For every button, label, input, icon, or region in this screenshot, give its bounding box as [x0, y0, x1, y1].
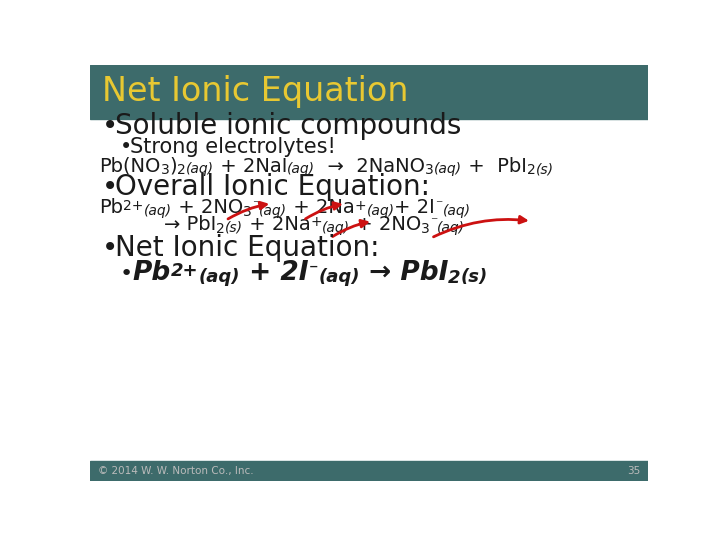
Text: → PbI: → PbI	[163, 215, 216, 234]
Text: + 2I: + 2I	[395, 198, 435, 218]
Text: •: •	[102, 234, 118, 262]
Text: 2: 2	[216, 221, 225, 235]
Text: →  2NaNO: → 2NaNO	[315, 157, 426, 176]
Text: 3: 3	[161, 163, 169, 177]
Text: Pb(NO: Pb(NO	[99, 157, 161, 176]
Text: •: •	[120, 265, 132, 285]
Text: (aq): (aq)	[434, 163, 462, 177]
Text: (aq): (aq)	[443, 204, 471, 218]
Text: + 2NaI: + 2NaI	[214, 157, 287, 176]
Text: 2: 2	[448, 269, 461, 287]
Text: © 2014 W. W. Norton Co., Inc.: © 2014 W. W. Norton Co., Inc.	[98, 465, 253, 476]
Text: Strong electrolytes!: Strong electrolytes!	[130, 137, 336, 157]
Text: (s): (s)	[461, 268, 488, 286]
Text: 3: 3	[243, 205, 252, 219]
Text: (s): (s)	[225, 221, 243, 235]
Text: •: •	[120, 137, 132, 157]
Text: Net Ionic Equation: Net Ionic Equation	[102, 75, 408, 108]
Text: ⁻: ⁻	[435, 199, 443, 213]
Text: 2: 2	[527, 163, 536, 177]
Text: + 2NO: + 2NO	[350, 215, 421, 234]
Text: 2: 2	[177, 163, 186, 177]
Text: (s): (s)	[536, 163, 554, 177]
Text: (aq): (aq)	[199, 268, 240, 286]
Text: •: •	[102, 173, 118, 201]
Text: + 2Na: + 2Na	[287, 198, 355, 218]
Text: (aq): (aq)	[259, 204, 287, 218]
Text: (aq): (aq)	[366, 204, 395, 218]
Text: ⁻: ⁻	[252, 199, 259, 213]
Bar	[90, 461, 648, 481]
Text: ⁻: ⁻	[430, 215, 437, 230]
Text: Overall Ionic Equation:: Overall Ionic Equation:	[114, 173, 430, 201]
Text: Pb: Pb	[99, 198, 123, 218]
Text: 35: 35	[627, 465, 640, 476]
Text: 3: 3	[426, 163, 434, 177]
Text: → PbI: → PbI	[359, 260, 448, 286]
Text: 2+: 2+	[123, 199, 144, 213]
Text: (aq): (aq)	[144, 204, 171, 218]
Text: Soluble ionic compounds: Soluble ionic compounds	[114, 112, 462, 140]
Text: (aq): (aq)	[287, 163, 315, 177]
Text: +  PbI: + PbI	[462, 157, 527, 176]
Text: •: •	[102, 112, 118, 140]
Text: + 2I: + 2I	[240, 260, 309, 286]
Text: (aq): (aq)	[318, 268, 359, 286]
Text: ⁻: ⁻	[309, 262, 318, 280]
Text: Pb: Pb	[132, 260, 171, 286]
Text: + 2Na: + 2Na	[243, 215, 310, 234]
Text: +: +	[310, 215, 322, 230]
Text: + 2NO: + 2NO	[171, 198, 243, 218]
Text: ): )	[169, 157, 177, 176]
Text: +: +	[355, 199, 366, 213]
Text: 3: 3	[421, 221, 430, 235]
Text: Net Ionic Equation:: Net Ionic Equation:	[114, 234, 379, 262]
Text: (aq): (aq)	[437, 221, 465, 235]
Text: (aq): (aq)	[322, 221, 350, 235]
Bar	[90, 65, 648, 119]
Text: 2+: 2+	[171, 262, 199, 280]
Text: (aq): (aq)	[186, 163, 214, 177]
